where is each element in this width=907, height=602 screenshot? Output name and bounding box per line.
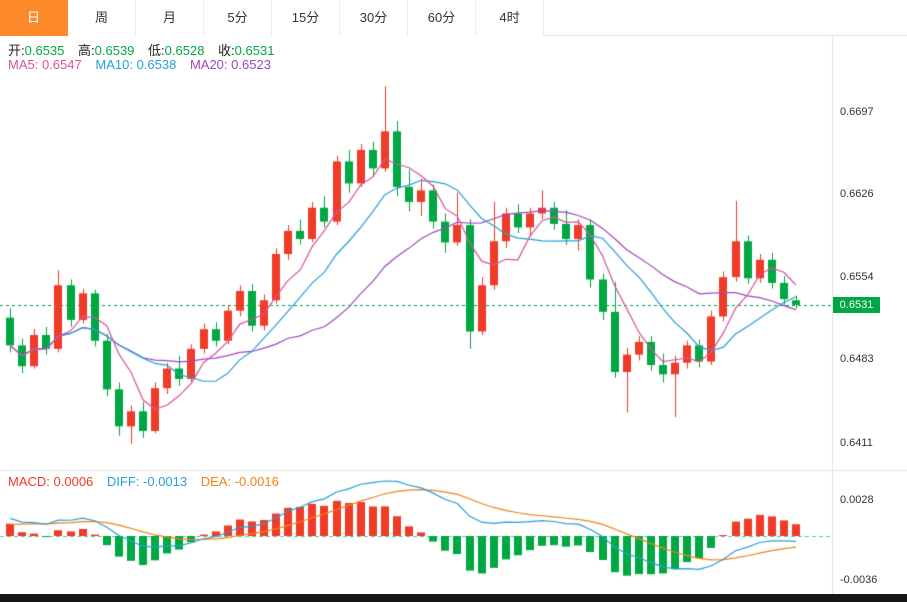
price-axis-label: 0.6554 [840,271,874,283]
macd-axis-label: 0.0028 [840,494,874,506]
ma-readout: MA5: 0.6547 MA10: 0.6538 MA20: 0.6523 [8,57,281,72]
open-value: 0.6535 [24,43,65,58]
tab-4hour[interactable]: 4时 [476,0,544,36]
ma20-value: 0.6523 [231,57,271,72]
macd-readout: MACD: 0.0006 DIFF: -0.0013 DEA: -0.0016 [8,474,289,489]
diff-label: DIFF: [106,474,140,489]
dea-label: DEA: [200,474,232,489]
price-axis-label: 0.6411 [840,437,873,449]
ma20-label: MA20: [189,57,228,72]
ma10-label: MA10: [95,57,133,72]
chart-area: 开:0.6535 高:0.6539 低:0.6528 收:0.6531 MA5:… [0,36,907,594]
low-label: 低: [148,43,165,58]
tab-month[interactable]: 月 [136,0,204,36]
close-label: 收: [218,43,235,58]
timeframe-tabbar: 日 周 月 5分 15分 30分 60分 4时 [0,0,907,36]
price-axis-label: 0.6483 [840,353,874,365]
macd-value: 0.0006 [53,474,94,489]
tab-60min[interactable]: 60分 [408,0,476,36]
tab-day[interactable]: 日 [0,0,68,36]
candlestick-chart-canvas[interactable] [0,36,907,594]
high-label: 高: [78,43,95,58]
ma5-value: 0.6547 [41,57,82,72]
ma5-label: MA5: [8,57,39,72]
dea-value: -0.0016 [234,474,279,489]
price-axis-label: 0.6697 [840,106,874,118]
macd-axis-label: -0.0036 [840,574,878,586]
price-axis-label: 0.6626 [840,188,874,200]
macd-label: MACD: [8,474,50,489]
diff-value: -0.0013 [143,474,188,489]
open-label: 开: [8,43,25,58]
ohlc-readout: 开:0.6535 高:0.6539 低:0.6528 收:0.6531 [8,40,284,59]
tab-30min[interactable]: 30分 [340,0,408,36]
close-value: 0.6531 [234,43,275,58]
tab-15min[interactable]: 15分 [272,0,340,36]
ma10-value: 0.6538 [136,57,177,72]
low-value: 0.6528 [164,43,205,58]
bottom-bar [0,594,907,602]
tab-week[interactable]: 周 [68,0,136,36]
high-value: 0.6539 [94,43,135,58]
tab-5min[interactable]: 5分 [204,0,272,36]
current-price-tag: 0.6531 [833,297,880,313]
